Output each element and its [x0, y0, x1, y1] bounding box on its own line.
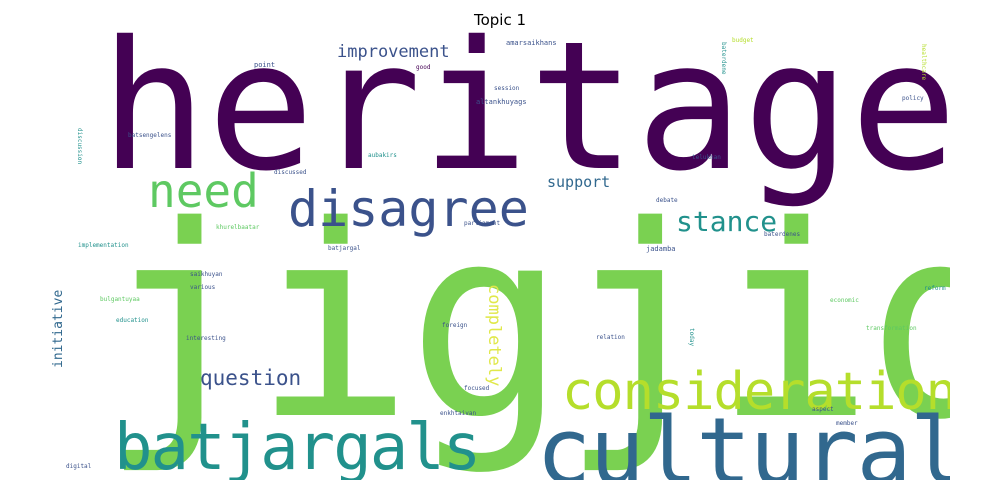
- word-question: question: [200, 366, 302, 390]
- word-baterdene: baterdene: [720, 42, 727, 75]
- word-implementation: implementation: [78, 242, 129, 249]
- word-good: good: [416, 64, 431, 71]
- chart-title: Topic 1: [473, 11, 527, 29]
- word-support: support: [547, 173, 611, 191]
- word-disagree: disagree: [288, 180, 529, 238]
- word-today: today: [688, 328, 695, 347]
- word-initiative: initiative: [51, 289, 66, 368]
- word-debate: debate: [656, 197, 678, 204]
- word-education: education: [116, 317, 149, 324]
- word-jigjid: jigjid: [100, 170, 950, 478]
- word-interesting: interesting: [186, 335, 226, 342]
- word-batsengelens: batsengelens: [128, 132, 172, 139]
- word-heritage: heritage: [100, 32, 950, 210]
- word-aubakirs: aubakirs: [368, 152, 397, 159]
- word-foreign: foreign: [442, 322, 468, 329]
- word-need: need: [148, 164, 259, 218]
- word-completely: completely: [484, 284, 504, 387]
- word-bulgantuyaa: bulgantuyaa: [100, 296, 140, 303]
- word-economic: economic: [830, 297, 859, 304]
- word-various: various: [190, 284, 216, 291]
- word-khurelbaatar: khurelbaatar: [216, 224, 260, 231]
- word-digital: digital: [66, 463, 92, 470]
- word-point: point: [254, 61, 276, 69]
- word-member: member: [836, 420, 858, 427]
- word-relation: relation: [596, 334, 625, 341]
- word-healthcare: healthcare: [920, 44, 927, 81]
- word-parliament: parliament: [464, 220, 501, 227]
- word-reform: reform: [924, 285, 946, 292]
- word-altankhuyags: altankhuyags: [476, 98, 527, 106]
- word-baterdenes: baterdenes: [764, 231, 801, 238]
- word-amarsaikhans: amarsaikhans: [506, 39, 557, 47]
- word-jadamba: jadamba: [646, 245, 676, 253]
- word-batjargals: batjargals: [114, 411, 481, 480]
- word-cultural: cultural: [536, 398, 950, 481]
- word-policy: policy: [902, 95, 924, 102]
- word-telukhan: telukhan: [692, 154, 721, 161]
- word-aspect: aspect: [812, 406, 834, 413]
- word-transformation: transformation: [866, 325, 917, 332]
- word-enkhtaivan: enkhtaivan: [440, 410, 477, 417]
- word-stance: stance: [676, 205, 778, 238]
- word-improvement: improvement: [337, 42, 450, 62]
- word-cloud: heritage jigjid cultural batjargals cons…: [50, 32, 950, 480]
- word-discussed: discussed: [274, 169, 307, 176]
- word-consideration: consideration: [562, 362, 950, 422]
- word-saikhuyan: saikhuyan: [190, 271, 223, 278]
- word-budget: budget: [732, 37, 754, 44]
- word-discussion: discussion: [76, 128, 83, 165]
- word-session: session: [494, 85, 520, 92]
- word-focused: focused: [464, 385, 490, 392]
- word-batjargal: batjargal: [328, 245, 361, 252]
